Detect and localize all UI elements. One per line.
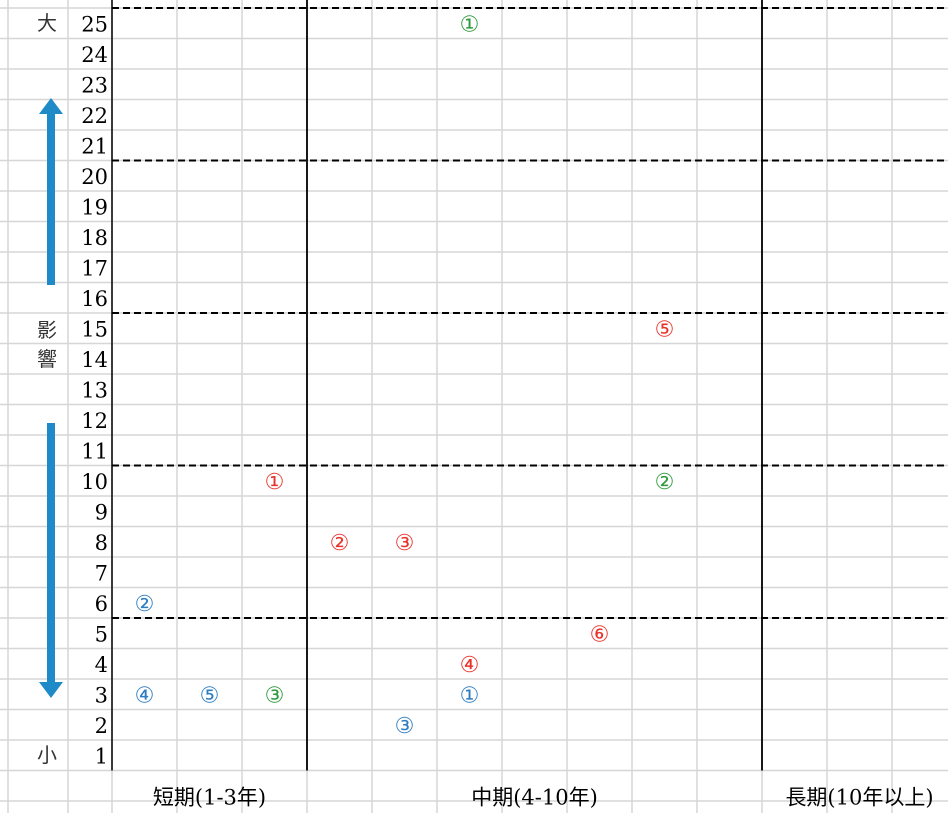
y-tick-label: 25 [81, 12, 108, 36]
y-tick-label: 17 [81, 256, 108, 280]
arrows [39, 98, 63, 698]
data-point-label: ⑤ [655, 317, 675, 342]
y-tick-labels: 1234567891011121314151617181920212223242… [81, 12, 108, 768]
impact-large-label: 大 [37, 11, 57, 35]
impact-label-char-2: 響 [37, 347, 57, 371]
impact-label-char-1: 影 [37, 318, 57, 342]
up-arrow-icon [39, 98, 63, 285]
y-tick-label: 13 [81, 378, 108, 402]
data-points: ① ② ③ ④ ⑤ ⑥ ① ② ③ ① ② ③ ④ ⑤ [135, 12, 675, 739]
impact-small-label: 小 [37, 743, 57, 767]
y-tick-label: 5 [95, 622, 108, 646]
y-tick-label: 20 [81, 165, 108, 189]
y-tick-label: 22 [81, 104, 108, 128]
data-point-label: ① [265, 470, 285, 495]
y-tick-label: 19 [81, 195, 108, 219]
data-point-label: ③ [395, 531, 415, 556]
y-tick-label: 23 [81, 73, 108, 97]
y-tick-label: 11 [81, 439, 108, 463]
impact-axis: 大 影 響 小 [37, 11, 57, 767]
y-tick-label: 12 [81, 409, 108, 433]
x-category-label: 中期(4-10年) [471, 786, 598, 810]
x-category-label: 短期(1-3年) [153, 786, 266, 810]
y-tick-label: 21 [81, 134, 108, 158]
y-tick-label: 15 [81, 317, 108, 341]
y-tick-label: 1 [95, 744, 108, 768]
y-tick-label: 8 [95, 531, 108, 555]
data-point-label: ④ [460, 653, 480, 678]
data-point-label: ③ [395, 714, 415, 739]
data-point-label: ① [460, 683, 480, 708]
data-point-label: ⑤ [200, 683, 220, 708]
data-point-label: ⑥ [590, 622, 610, 647]
y-tick-label: 16 [81, 287, 108, 311]
y-tick-label: 9 [95, 500, 108, 524]
y-tick-label: 2 [95, 714, 108, 738]
x-category-labels: 短期(1-3年) 中期(4-10年) 長期(10年以上) [153, 786, 934, 810]
y-tick-label: 18 [81, 226, 108, 250]
data-point-label: ② [135, 592, 155, 617]
y-tick-label: 14 [81, 348, 108, 372]
down-arrow-icon [39, 423, 63, 698]
y-tick-label: 6 [95, 592, 108, 616]
data-point-label: ④ [135, 683, 155, 708]
y-tick-label: 24 [81, 43, 108, 67]
data-point-label: ② [655, 470, 675, 495]
data-point-label: ② [330, 531, 350, 556]
y-tick-label: 10 [81, 470, 108, 494]
y-tick-label: 3 [95, 683, 108, 707]
data-point-label: ③ [265, 683, 285, 708]
x-category-label: 長期(10年以上) [785, 786, 933, 810]
y-tick-label: 4 [95, 653, 108, 677]
y-tick-label: 7 [95, 561, 108, 585]
data-point-label: ① [460, 12, 480, 37]
